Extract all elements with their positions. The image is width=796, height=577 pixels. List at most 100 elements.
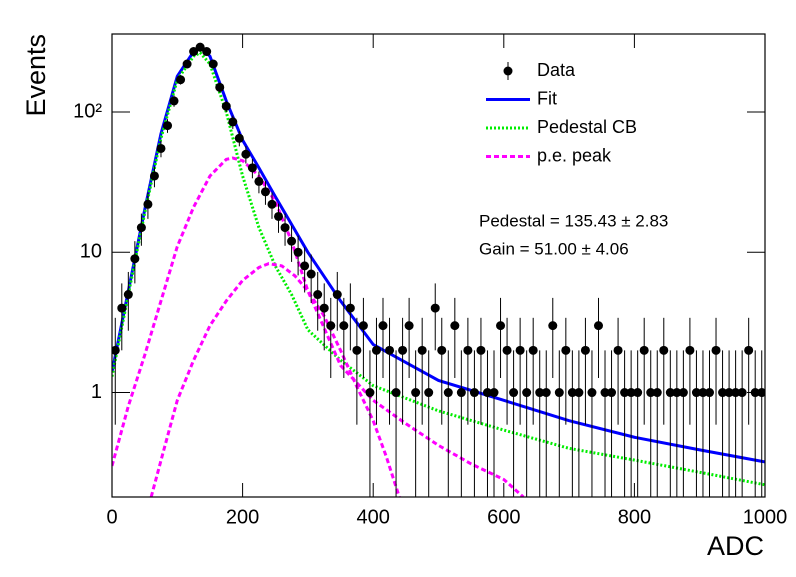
frame [111, 33, 766, 498]
data-point [554, 388, 564, 398]
data-point [731, 388, 741, 398]
data-point [378, 321, 388, 331]
data-point [241, 149, 251, 159]
data-point [704, 388, 714, 398]
data-point [391, 388, 401, 398]
data-point [221, 101, 231, 111]
annotation: Gain = 51.00 ± 4.06 [479, 239, 629, 258]
data-point [149, 171, 159, 181]
data-point [724, 388, 734, 398]
y-tick-label: 10² [73, 100, 102, 122]
data-point [306, 269, 316, 279]
data-point [195, 42, 205, 52]
x-tick-label: 800 [618, 506, 651, 528]
legend-label: p.e. peak [537, 145, 612, 165]
data-point [613, 345, 623, 355]
y-tick-label: 10 [80, 241, 102, 263]
data-point [280, 223, 290, 233]
legend-marker [503, 66, 513, 76]
x-tick-label: 0 [106, 506, 117, 528]
data-point [678, 388, 688, 398]
data-point [156, 143, 166, 153]
data-point [528, 345, 538, 355]
data-point [143, 199, 153, 209]
data-point [398, 345, 408, 355]
data-point [502, 345, 512, 355]
data-point [112, 345, 120, 355]
legend-label: Data [537, 60, 576, 80]
data-point [561, 345, 571, 355]
data-point [593, 321, 603, 331]
data-point [456, 388, 466, 398]
data-point [463, 345, 473, 355]
data-point [287, 236, 297, 246]
x-tick-label: 600 [487, 506, 520, 528]
data-point [365, 388, 375, 398]
data-point [123, 290, 133, 300]
data-point [685, 345, 695, 355]
data-point [247, 163, 257, 173]
data-point [215, 82, 225, 92]
data-point [600, 388, 610, 398]
data-point [293, 247, 303, 257]
fit-curve [149, 262, 401, 497]
data-point [737, 388, 747, 398]
data-point [646, 388, 656, 398]
data-point [234, 133, 244, 143]
legend-entry: Fit [486, 88, 557, 108]
data-point [130, 254, 140, 264]
data-point [404, 321, 414, 331]
data-point [509, 388, 519, 398]
data-point [411, 388, 421, 398]
data-point [633, 388, 643, 398]
data-point [541, 388, 551, 398]
data-point [274, 211, 284, 221]
data-point [443, 388, 453, 398]
legend-label: Fit [537, 88, 557, 108]
data-point [182, 59, 192, 69]
data-point [672, 388, 682, 398]
data-point [136, 223, 146, 233]
data-point [718, 388, 728, 398]
plot-area [112, 42, 765, 497]
fit-curve [112, 50, 765, 487]
data-point [476, 345, 486, 355]
x-axis-label: ADC [707, 531, 764, 561]
data-point [450, 321, 460, 331]
data-point [254, 176, 264, 186]
legend-entry: Pedestal CB [486, 117, 637, 137]
x-tick-label: 1000 [743, 506, 788, 528]
data-point [496, 321, 506, 331]
data-point [176, 75, 186, 85]
data-point [385, 345, 395, 355]
data-point [607, 388, 617, 398]
x-tick-label: 200 [226, 506, 259, 528]
data-point [437, 345, 447, 355]
data-point [652, 388, 662, 398]
data-point [169, 96, 179, 106]
legend-label: Pedestal CB [537, 117, 637, 137]
data-point [639, 345, 649, 355]
data-point [300, 261, 310, 271]
data-point [711, 345, 721, 355]
data-point [515, 345, 525, 355]
legend-entry: Data [503, 60, 576, 80]
data-point [626, 388, 636, 398]
data-point [117, 303, 127, 313]
data-point [339, 321, 349, 331]
data-point [163, 121, 173, 131]
y-tick-label: 1 [91, 381, 102, 403]
data-point [548, 321, 558, 331]
data-point [744, 345, 754, 355]
data-point [522, 388, 532, 398]
data-point [489, 388, 499, 398]
data-point [665, 388, 675, 398]
data-point [587, 388, 597, 398]
data-point [567, 388, 577, 398]
data-point [267, 199, 277, 209]
data-point [430, 303, 440, 313]
data-point [228, 117, 238, 127]
data-point [620, 388, 630, 398]
